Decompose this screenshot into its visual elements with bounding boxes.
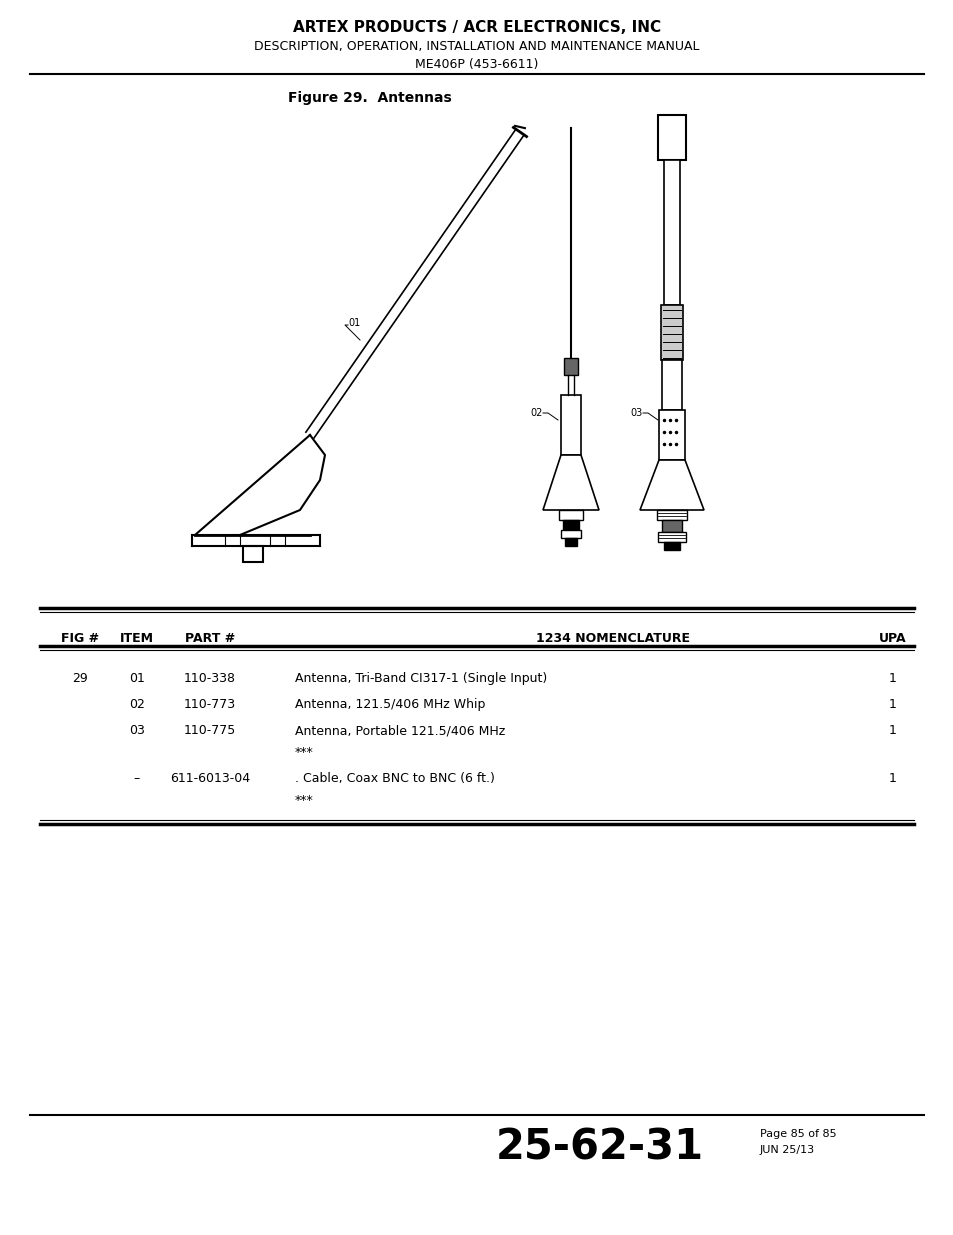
- Text: 01: 01: [129, 672, 145, 685]
- Text: . Cable, Coax BNC to BNC (6 ft.): . Cable, Coax BNC to BNC (6 ft.): [294, 772, 495, 785]
- Text: PART #: PART #: [185, 632, 234, 645]
- Text: JUN 25/13: JUN 25/13: [760, 1145, 814, 1155]
- Text: FIG #: FIG #: [61, 632, 99, 645]
- Bar: [560, 530, 580, 538]
- Bar: [663, 542, 679, 550]
- Text: 02: 02: [530, 408, 542, 417]
- Polygon shape: [639, 459, 703, 510]
- Bar: [657, 510, 686, 520]
- Bar: [658, 532, 685, 542]
- Text: 29: 29: [72, 672, 88, 685]
- Text: ME406P (453-6611): ME406P (453-6611): [415, 58, 538, 70]
- Text: 03: 03: [129, 724, 145, 737]
- Text: Antenna, 121.5/406 MHz Whip: Antenna, 121.5/406 MHz Whip: [294, 698, 485, 711]
- Bar: [560, 395, 580, 454]
- Bar: [661, 359, 681, 410]
- Text: 110-773: 110-773: [184, 698, 235, 711]
- Text: 1: 1: [888, 672, 896, 685]
- Bar: [564, 538, 577, 546]
- Bar: [562, 520, 578, 530]
- Bar: [563, 358, 578, 375]
- Text: Antenna, Portable 121.5/406 MHz: Antenna, Portable 121.5/406 MHz: [294, 724, 505, 737]
- Text: ARTEX PRODUCTS / ACR ELECTRONICS, INC: ARTEX PRODUCTS / ACR ELECTRONICS, INC: [293, 20, 660, 35]
- Text: 25-62-31: 25-62-31: [496, 1128, 703, 1170]
- Text: ITEM: ITEM: [120, 632, 153, 645]
- Text: 110-775: 110-775: [184, 724, 236, 737]
- Text: 1234 NOMENCLATURE: 1234 NOMENCLATURE: [536, 632, 689, 645]
- Bar: [661, 520, 681, 532]
- Text: 1: 1: [888, 698, 896, 711]
- Bar: [558, 510, 582, 520]
- Text: Antenna, Tri-Band CI317-1 (Single Input): Antenna, Tri-Band CI317-1 (Single Input): [294, 672, 547, 685]
- Bar: [243, 546, 263, 562]
- Text: –: –: [133, 772, 140, 785]
- Bar: [663, 161, 679, 305]
- Bar: [658, 115, 685, 161]
- Text: 02: 02: [129, 698, 145, 711]
- Bar: [659, 410, 684, 459]
- Polygon shape: [542, 454, 598, 510]
- Text: 01: 01: [348, 317, 360, 329]
- Text: 03: 03: [630, 408, 642, 417]
- Text: 1: 1: [888, 772, 896, 785]
- Text: 110-338: 110-338: [184, 672, 235, 685]
- Text: ***: ***: [294, 746, 314, 760]
- Text: DESCRIPTION, OPERATION, INSTALLATION AND MAINTENANCE MANUAL: DESCRIPTION, OPERATION, INSTALLATION AND…: [254, 40, 699, 53]
- Text: ***: ***: [294, 794, 314, 806]
- Text: Figure 29.  Antennas: Figure 29. Antennas: [288, 91, 452, 105]
- Text: Page 85 of 85: Page 85 of 85: [760, 1129, 836, 1139]
- Text: UPA: UPA: [879, 632, 906, 645]
- Bar: [660, 305, 682, 359]
- Text: 1: 1: [888, 724, 896, 737]
- Text: 611-6013-04: 611-6013-04: [170, 772, 250, 785]
